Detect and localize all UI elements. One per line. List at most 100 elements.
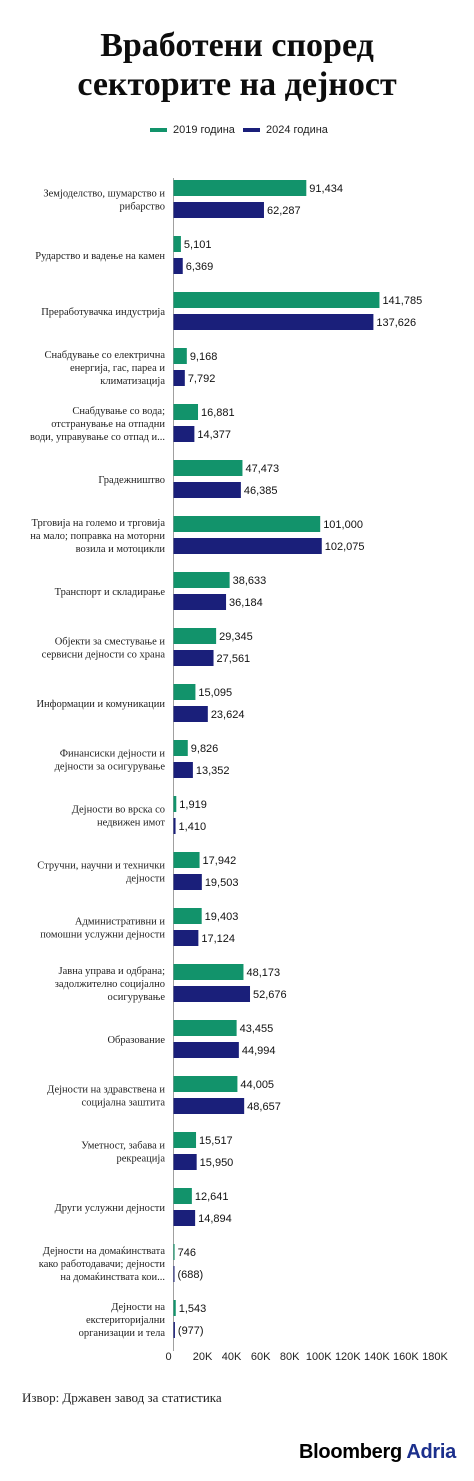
category-label: Јавна управа и одбрана; задолжително соци… (55, 966, 166, 1003)
data-label-s2019: 47,473 (245, 463, 279, 475)
bar-s2024 (173, 314, 374, 330)
category-label-line: енергија, гас, пареа и (70, 363, 165, 374)
data-label-s2024: 52,676 (253, 989, 287, 1001)
bar-s2019 (173, 572, 230, 588)
data-label-s2024: (688) (178, 1269, 204, 1281)
x-tick-label: 120K (335, 1351, 361, 1363)
category-label: Транспорт и складирање (55, 587, 166, 598)
legend-swatch-2019 (150, 128, 167, 132)
data-label-s2019: 38,633 (233, 575, 267, 587)
bar-s2024 (173, 1266, 175, 1282)
data-label-s2019: 43,455 (240, 1023, 274, 1035)
bar-s2024 (173, 1210, 196, 1226)
data-label-s2024: 27,561 (217, 653, 251, 665)
category-label-line: Трговија на големо и трговија (32, 518, 166, 529)
data-label-s2019: 12,641 (195, 1191, 229, 1203)
legend-item-2019: 2019 година (150, 124, 235, 136)
category-label: Земјоделство, шумарство и рибарство (43, 189, 165, 213)
data-label-s2019: 5,101 (184, 239, 212, 251)
category-label: Други услужни дејности (55, 1203, 166, 1214)
data-label-s2024: 13,352 (196, 765, 230, 777)
data-label-s2024: 102,075 (325, 541, 365, 553)
category-label-line: Земјоделство, шумарство и (43, 189, 165, 200)
category-label-line: рекреација (116, 1154, 165, 1165)
bar-s2019 (173, 1076, 238, 1092)
legend-label-2024: 2024 година (266, 124, 328, 136)
data-label-s2019: 44,005 (240, 1079, 274, 1091)
bar-s2024 (173, 426, 195, 442)
category-label-line: Дејности на (111, 1302, 165, 1313)
category-label-line: на мало; поправка на моторни (30, 531, 165, 542)
bar-s2019 (173, 796, 177, 812)
data-label-s2019: 746 (178, 1247, 196, 1259)
category-label-line: Градежништво (98, 475, 165, 486)
category-label-line: Рударство и вадење на камен (35, 251, 165, 262)
bar-chart: Земјоделство, шумарство и рибарство 91,434… (30, 178, 448, 1363)
bar-s2019 (173, 740, 188, 756)
category-label-line: социјална заштита (82, 1098, 166, 1109)
category-label: Снабдување со електрична енергија, гас, п… (44, 350, 165, 387)
bar-s2024 (173, 1154, 197, 1170)
bloomberg-adria-logo: Bloomberg Adria (299, 1441, 456, 1464)
bar-s2019 (173, 1300, 176, 1316)
source-note: Извор: Државен завод за статистика (22, 1390, 222, 1405)
bar-s2024 (173, 482, 241, 498)
category-label: Дејности на екстериторијални организации и… (79, 1302, 166, 1339)
category-label-line: Транспорт и складирање (55, 587, 166, 598)
category-label: Уметност, забава и рекреација (81, 1141, 165, 1165)
category-label-line: води, управување со отпад и... (30, 432, 165, 443)
category-label-line: Објекти за сместување и (55, 637, 166, 648)
data-label-s2024: 1,410 (179, 821, 207, 833)
category-label: Стручни, научни и технички дејности (37, 861, 165, 885)
data-label-s2024: 23,624 (211, 709, 245, 721)
category-label: Градежништво (98, 475, 165, 486)
data-label-s2019: 141,785 (382, 295, 422, 307)
data-label-s2019: 9,826 (191, 743, 219, 755)
category-label-line: Дејности на домаќинствата (43, 1246, 166, 1257)
chart-title-line-1: Вработени според (100, 27, 374, 64)
data-label-s2024: 14,377 (197, 429, 231, 441)
bar-s2024 (173, 650, 214, 666)
x-tick-label: 60K (251, 1351, 271, 1363)
data-label-s2024: 6,369 (186, 261, 214, 273)
category-label-line: Образование (107, 1035, 165, 1046)
category-label: Дејности во врска со недвижен имот (72, 805, 166, 829)
legend-swatch-2024 (243, 128, 260, 132)
bar-s2019 (173, 1020, 237, 1036)
category-label-line: недвижен имот (97, 818, 165, 829)
bar-s2024 (173, 538, 322, 554)
bar-s2019 (173, 516, 321, 532)
category-label-line: Дејности на здравствена и (47, 1085, 165, 1096)
chart-title: Вработени според секторите на дејност (0, 26, 474, 104)
bar-s2024 (173, 1098, 245, 1114)
bar-s2024 (173, 706, 208, 722)
bar-s2019 (173, 348, 187, 364)
data-label-s2024: 17,124 (201, 933, 235, 945)
bar-s2019 (173, 460, 243, 476)
category-label: Образование (107, 1035, 165, 1046)
data-label-s2024: 14,894 (198, 1213, 232, 1225)
data-label-s2019: 91,434 (309, 183, 343, 195)
category-label-line: организации и тела (79, 1328, 166, 1339)
bar-s2019 (173, 1132, 197, 1148)
category-label-line: помошни услужни дејности (40, 930, 165, 941)
data-label-s2024: 19,503 (205, 877, 239, 889)
bar-s2024 (173, 594, 227, 610)
bar-s2024 (173, 930, 199, 946)
data-label-s2019: 1,919 (179, 799, 207, 811)
bar-s2019 (173, 628, 217, 644)
chart-legend: 2019 година 2024 година (0, 124, 474, 140)
chart-title-line-2: секторите на дејност (77, 66, 397, 103)
category-label: Информации и комуникации (36, 699, 165, 710)
category-label-line: Административни и (75, 917, 165, 928)
category-label-line: возила и мотоцикли (76, 544, 166, 555)
category-label-line: екстериторијални (86, 1315, 165, 1326)
bar-s2019 (173, 1244, 175, 1260)
data-label-s2019: 101,000 (323, 519, 363, 531)
x-tick-label: 140K (364, 1351, 390, 1363)
category-label-line: дејности за осигурување (55, 762, 166, 773)
bar-s2024 (173, 762, 193, 778)
bar-s2024 (173, 818, 176, 834)
bar-s2019 (173, 1188, 192, 1204)
data-label-s2024: 15,950 (200, 1157, 234, 1169)
